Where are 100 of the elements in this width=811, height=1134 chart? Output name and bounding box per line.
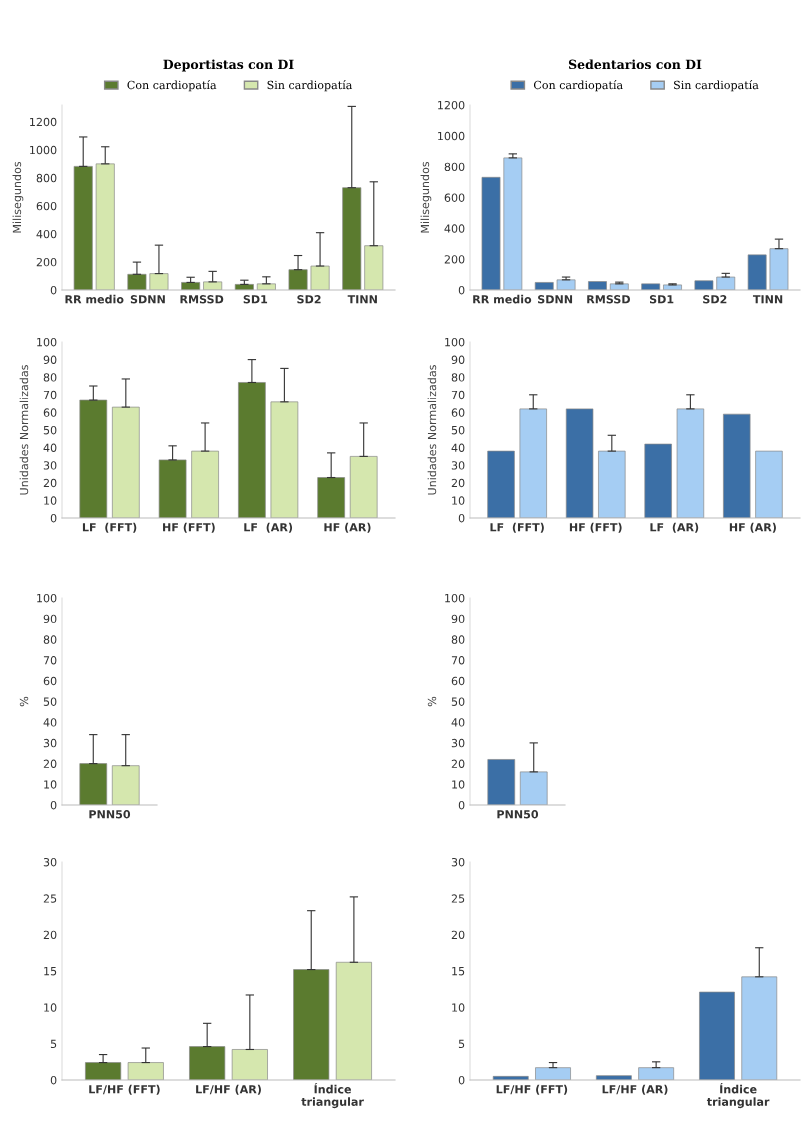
x-tick-label: HF (AR): [324, 522, 371, 533]
y-tick-label: 40: [43, 718, 57, 727]
y-tick-label: 0: [50, 800, 57, 810]
x-tick-label: LF/HF (AR): [602, 1084, 668, 1095]
y-tick-label: 50: [43, 425, 57, 435]
bar: [534, 282, 554, 290]
y-tick-label: 30: [451, 738, 465, 748]
x-tick-label: LF (FFT): [490, 522, 544, 533]
x-tick-label: SD1: [649, 295, 674, 304]
x-tick-label: PNN50: [89, 810, 131, 819]
bar: [293, 969, 330, 1080]
x-tick-label: HF (FFT): [569, 522, 622, 533]
y-tick-label: 60: [43, 676, 57, 686]
y-tick-label: 20: [43, 759, 57, 768]
bar: [769, 248, 789, 290]
bar: [676, 408, 705, 518]
x-tick-label: SDNN: [538, 295, 573, 304]
y-tick-label: 10: [452, 780, 465, 789]
y-tick-label: 60: [451, 676, 465, 686]
x-tick-label: SD1: [243, 295, 268, 304]
y-tick-label: 100: [37, 337, 57, 347]
y-axis-title: Milisegundos: [420, 161, 432, 233]
x-tick-label: RMSSD: [180, 295, 224, 304]
x-tick-label: TINN: [347, 295, 377, 304]
bar: [588, 281, 607, 290]
x-tick-label: LF (AR): [244, 522, 293, 533]
y-tick-label: 0: [458, 800, 465, 810]
y-tick-label: 70: [451, 390, 465, 400]
bar: [231, 1049, 268, 1080]
bar: [364, 245, 384, 290]
bar: [644, 443, 672, 518]
y-tick-label: 0: [50, 285, 57, 295]
bar: [638, 1067, 675, 1080]
bar: [694, 280, 714, 290]
y-tick-label: 0: [50, 513, 57, 523]
y-axis-title: %: [19, 696, 29, 707]
y-axis-title: Milisegundos: [12, 161, 24, 233]
bar: [127, 1062, 164, 1080]
y-tick-label: 20: [43, 478, 57, 488]
y-tick-label: 50: [451, 697, 465, 706]
y-tick-label: 20: [451, 759, 465, 768]
x-tick-label: RR medio: [65, 294, 124, 304]
bar: [95, 163, 115, 290]
x-tick-label: LF/HF (AR): [196, 1084, 261, 1095]
bar: [127, 273, 147, 290]
x-tick-label: LF (FFT): [82, 522, 137, 533]
y-tick-label: 90: [451, 355, 465, 364]
y-tick-label: 600: [444, 193, 465, 202]
y-tick-label: 1000: [438, 131, 465, 141]
y-axis-title: Unidades Normalizadas: [427, 365, 437, 495]
bar: [598, 450, 626, 518]
bar: [503, 157, 523, 290]
y-tick-label: 10: [44, 496, 57, 505]
bar: [112, 406, 140, 518]
bar: [556, 279, 576, 290]
bar: [519, 408, 547, 518]
y-tick-label: 15: [452, 967, 465, 976]
legend-label: Con cardiopatía: [533, 80, 623, 92]
x-tick-label: PNN50: [497, 810, 539, 819]
x-tick-label: Índice triangular: [301, 1083, 364, 1109]
y-tick-label: 20: [43, 930, 57, 940]
bar: [310, 265, 330, 290]
bar: [723, 413, 751, 518]
y-tick-label: 80: [451, 635, 465, 644]
y-tick-label: 30: [451, 461, 465, 470]
y-tick-label: 100: [445, 593, 465, 603]
y-tick-label: 1000: [30, 145, 57, 155]
y-tick-label: 600: [36, 201, 57, 211]
bar: [699, 991, 735, 1080]
x-tick-label: LF (AR): [650, 522, 699, 533]
y-tick-label: 70: [43, 656, 57, 665]
bar: [716, 276, 736, 290]
y-tick-label: 70: [43, 390, 57, 400]
bar: [317, 477, 345, 518]
bar: [270, 401, 299, 518]
bar: [73, 166, 93, 290]
y-axis-title: Unidades Normalizadas: [19, 365, 29, 495]
y-tick-label: 30: [451, 857, 465, 867]
y-tick-label: 80: [43, 373, 57, 382]
bar: [349, 456, 378, 518]
bar: [535, 1067, 571, 1080]
legend-label: Con cardiopatía: [127, 80, 217, 92]
y-tick-label: 0: [458, 513, 465, 523]
bar: [609, 283, 629, 290]
y-tick-label: 90: [451, 614, 465, 624]
y-tick-label: 50: [43, 697, 57, 706]
y-tick-label: 60: [43, 408, 57, 417]
y-tick-label: 10: [452, 496, 465, 505]
x-tick-label: SD2: [297, 295, 321, 304]
y-tick-label: 800: [36, 173, 57, 183]
y-tick-label: 80: [43, 635, 57, 644]
y-tick-label: 60: [451, 408, 465, 417]
y-tick-label: 30: [43, 461, 57, 470]
y-axis-title: %: [427, 696, 437, 707]
bar: [149, 273, 169, 290]
y-tick-label: 40: [451, 718, 465, 727]
bar: [755, 450, 783, 518]
x-tick-label: Índice triangular: [706, 1083, 770, 1109]
y-tick-label: 5: [50, 1039, 57, 1049]
y-tick-label: 10: [44, 1003, 57, 1012]
